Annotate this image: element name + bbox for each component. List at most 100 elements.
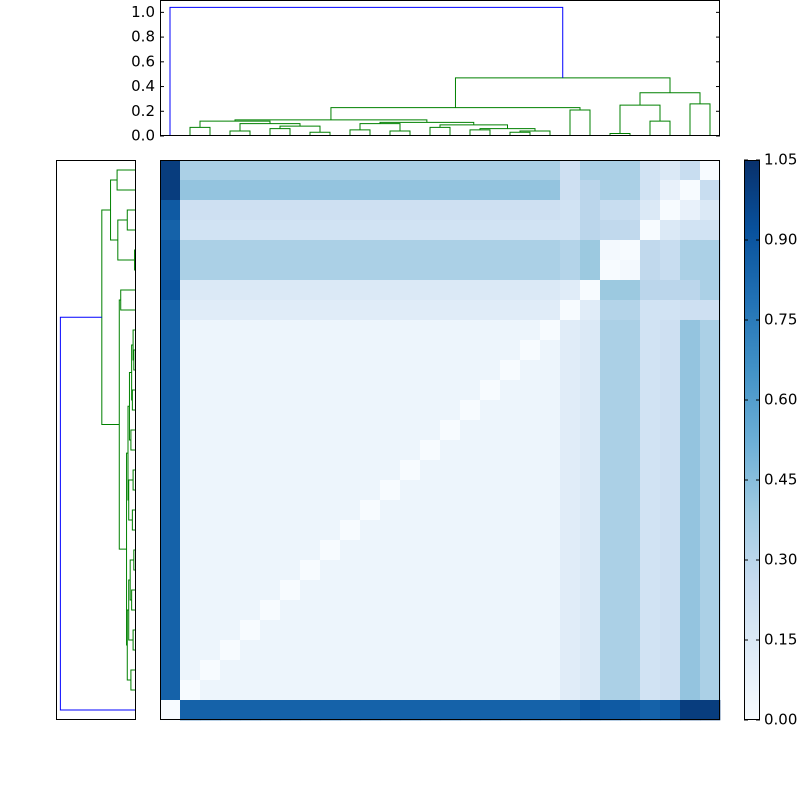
heatmap-cell	[600, 640, 621, 661]
heatmap-cell	[520, 460, 541, 481]
heatmap-cell	[420, 340, 441, 361]
heatmap-cell	[640, 380, 661, 401]
heatmap-cell	[260, 360, 281, 381]
heatmap-cell	[300, 380, 321, 401]
heatmap-cell	[580, 340, 601, 361]
dendrogram-link	[131, 389, 136, 411]
heatmap-cell	[680, 520, 701, 541]
heatmap-cell	[700, 340, 721, 361]
heatmap-cell	[320, 200, 341, 221]
heatmap-cell	[580, 260, 601, 281]
heatmap-cell	[360, 300, 381, 321]
heatmap-cell	[240, 620, 261, 641]
heatmap-cell	[240, 280, 261, 301]
heatmap-cell	[640, 420, 661, 441]
heatmap-cell	[220, 260, 241, 281]
y-tick-label: 1.0	[131, 3, 155, 21]
dendrogram-link	[120, 289, 136, 311]
heatmap-cell	[160, 300, 181, 321]
heatmap-cell	[360, 560, 381, 581]
heatmap-cell	[680, 380, 701, 401]
heatmap-cell	[380, 340, 401, 361]
heatmap-cell	[160, 340, 181, 361]
heatmap-cell	[540, 560, 561, 581]
heatmap-cell	[580, 420, 601, 441]
heatmap-cell	[180, 580, 201, 601]
heatmap-cell	[700, 200, 721, 221]
heatmap-cell	[540, 200, 561, 221]
heatmap-cell	[560, 400, 581, 421]
heatmap-cell	[420, 200, 441, 221]
heatmap-cell	[480, 320, 501, 341]
heatmap-cell	[440, 380, 461, 401]
heatmap-cell	[620, 600, 641, 621]
heatmap-cell	[500, 400, 521, 421]
heatmap-cell	[600, 580, 621, 601]
heatmap-cell	[500, 540, 521, 561]
heatmap-cell	[340, 380, 361, 401]
heatmap-cell	[360, 420, 381, 441]
heatmap-cell	[680, 660, 701, 681]
heatmap-cell	[240, 180, 261, 201]
heatmap-cell	[440, 320, 461, 341]
heatmap-cell	[440, 680, 461, 701]
heatmap-cell	[600, 700, 621, 721]
heatmap-cell	[280, 180, 301, 201]
heatmap-cell	[280, 220, 301, 241]
heatmap-cell	[360, 360, 381, 381]
heatmap-cell	[440, 520, 461, 541]
heatmap-cell	[500, 580, 521, 601]
heatmap-cell	[460, 380, 481, 401]
heatmap-cell	[200, 440, 221, 461]
heatmap-cell	[240, 380, 261, 401]
heatmap-cell	[220, 320, 241, 341]
heatmap-cell	[640, 360, 661, 381]
heatmap-cell	[340, 640, 361, 661]
heatmap-cell	[340, 580, 361, 601]
heatmap-cell	[500, 480, 521, 501]
heatmap-cell	[480, 300, 501, 321]
heatmap-cell	[580, 180, 601, 201]
heatmap-cell	[620, 200, 641, 221]
heatmap-cell	[680, 580, 701, 601]
left-dendrogram-frame	[56, 160, 136, 720]
heatmap-cell	[680, 280, 701, 301]
dendrogram-link	[129, 559, 134, 601]
heatmap-cell	[540, 600, 561, 621]
heatmap-cell	[300, 620, 321, 641]
heatmap-cell	[320, 300, 341, 321]
heatmap-cell	[400, 680, 421, 701]
heatmap-cell	[620, 460, 641, 481]
heatmap-cell	[480, 520, 501, 541]
heatmap-cell	[440, 500, 461, 521]
heatmap-cell	[400, 480, 421, 501]
heatmap-cell	[580, 580, 601, 601]
heatmap-cell	[620, 480, 641, 501]
heatmap-cell	[160, 620, 181, 641]
heatmap-cell	[340, 340, 361, 361]
heatmap-cell	[480, 580, 501, 601]
heatmap-cell	[700, 520, 721, 541]
heatmap-cell	[280, 200, 301, 221]
heatmap-cell	[380, 460, 401, 481]
heatmap-cell	[520, 220, 541, 241]
heatmap-cell	[500, 360, 521, 381]
heatmap-cell	[680, 440, 701, 461]
heatmap-cell	[560, 160, 581, 181]
heatmap-cell	[700, 420, 721, 441]
heatmap-cell	[640, 500, 661, 521]
heatmap-cell	[600, 560, 621, 581]
dendrogram-link	[269, 128, 291, 136]
heatmap-cell	[340, 620, 361, 641]
heatmap-cell	[320, 220, 341, 241]
heatmap-cell	[200, 640, 221, 661]
dendrogram-link	[132, 629, 136, 651]
heatmap-cell	[260, 460, 281, 481]
heatmap-cell	[580, 280, 601, 301]
heatmap-cell	[380, 180, 401, 201]
heatmap-cell	[660, 240, 681, 261]
heatmap-cell	[240, 440, 261, 461]
heatmap-cell	[360, 380, 381, 401]
heatmap-cell	[700, 580, 721, 601]
heatmap-cell	[540, 180, 561, 201]
